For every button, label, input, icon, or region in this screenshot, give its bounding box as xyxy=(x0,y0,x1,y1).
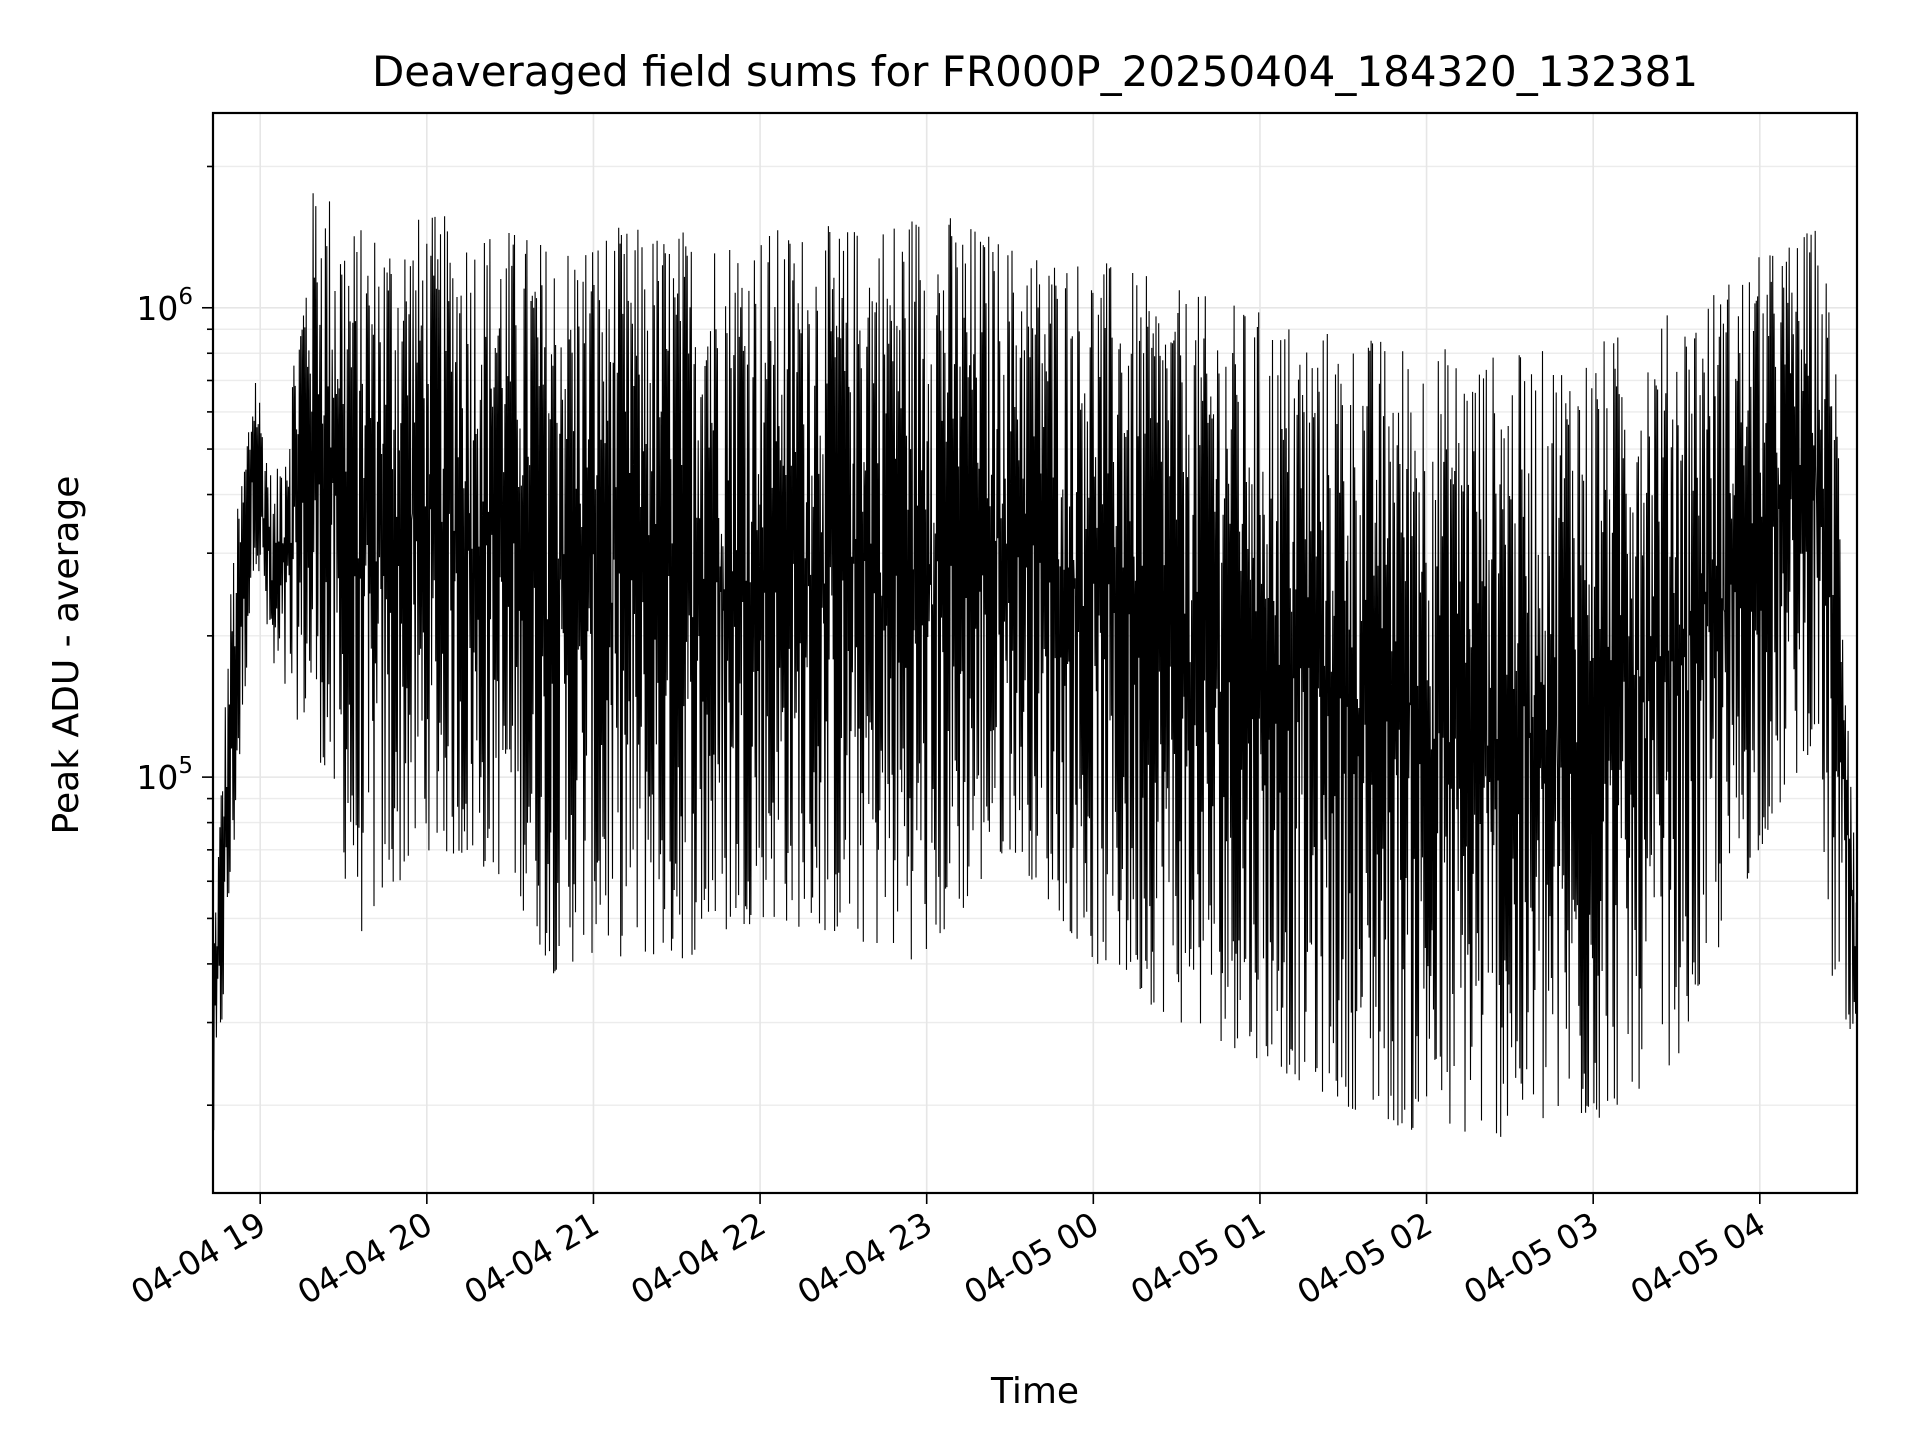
y-axis-label: Peak ADU - average xyxy=(46,476,87,835)
x-tick-label: 04-04 19 xyxy=(124,1204,272,1312)
x-tick-label: 04-05 03 xyxy=(1457,1204,1605,1312)
x-tick-label: 04-05 02 xyxy=(1291,1204,1439,1312)
chart-title: Deaveraged field sums for FR000P_2025040… xyxy=(372,47,1698,96)
y-tick-base: 10 xyxy=(136,758,178,797)
x-tick-label: 04-05 00 xyxy=(957,1204,1105,1312)
y-tick-base: 10 xyxy=(136,289,178,328)
x-axis: 04-04 19 04-04 20 04-04 21 04-04 22 04-04 23… xyxy=(124,1193,1772,1312)
y-tick-exponent: 6 xyxy=(178,284,193,310)
y-tick-label: 106 xyxy=(136,284,193,328)
x-tick-label: 04-04 20 xyxy=(291,1204,439,1312)
y-tick-label: 105 xyxy=(136,753,193,797)
x-tick-label: 04-04 21 xyxy=(457,1204,605,1312)
series-layer xyxy=(212,193,1858,1137)
x-tick-label: 04-04 23 xyxy=(791,1204,939,1312)
x-tick-label: 04-05 04 xyxy=(1624,1204,1772,1312)
x-tick-label: 04-05 01 xyxy=(1124,1204,1272,1312)
x-tick-label: 04-04 22 xyxy=(624,1204,772,1312)
plot-frame xyxy=(211,111,1859,1195)
x-axis-label: Time xyxy=(990,1371,1079,1412)
y-tick-exponent: 5 xyxy=(178,753,193,779)
series-line xyxy=(212,193,1858,1137)
